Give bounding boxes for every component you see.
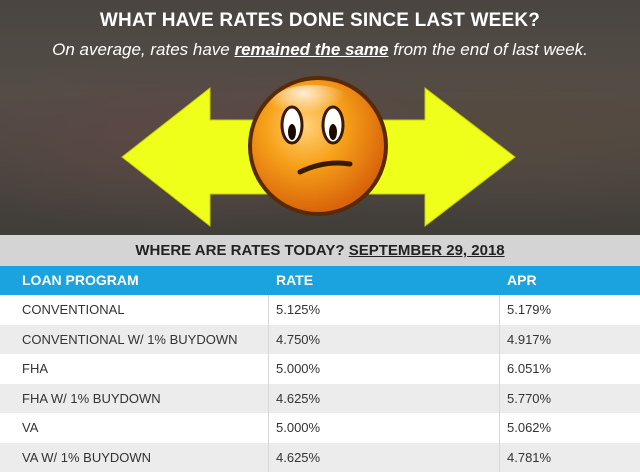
table-row: CONVENTIONAL 5.125% 5.179%: [0, 295, 640, 325]
loan-program-cell: FHA W/ 1% BUYDOWN: [22, 390, 161, 406]
column-divider: [499, 383, 500, 413]
column-divider: [268, 354, 269, 384]
rates-table: LOAN PROGRAM RATE APR CONVENTIONAL 5.125…: [0, 266, 640, 472]
column-divider: [499, 295, 500, 325]
apr-cell: 5.770%: [507, 390, 552, 406]
confused-face-emoji-icon: [248, 76, 388, 216]
apr-cell: 4.781%: [507, 449, 552, 465]
rate-cell: 4.625%: [276, 390, 321, 406]
table-row: VA 5.000% 5.062%: [0, 413, 640, 443]
column-divider: [499, 442, 500, 472]
rate-cell: 5.125%: [276, 302, 321, 317]
column-divider: [268, 295, 269, 325]
rates-date: SEPTEMBER 29, 2018: [348, 242, 505, 259]
column-divider: [499, 324, 500, 354]
column-divider: [499, 354, 500, 384]
headline: WHAT HAVE RATES DONE SINCE LAST WEEK?: [99, 10, 541, 31]
column-header-loan-program: LOAN PROGRAM: [22, 272, 139, 288]
rate-cell: 4.750%: [276, 331, 321, 347]
subheadline-highlight: remained the same: [234, 40, 389, 59]
table-row: FHA 5.000% 6.051%: [0, 354, 640, 384]
apr-cell: 5.179%: [507, 302, 552, 317]
apr-cell: 4.917%: [507, 331, 552, 347]
table-row: VA W/ 1% BUYDOWN 4.625% 4.781%: [0, 442, 640, 472]
hero-illustration: [121, 76, 516, 228]
table-row: FHA W/ 1% BUYDOWN 4.625% 5.770%: [0, 383, 640, 413]
loan-program-cell: VA: [22, 420, 39, 435]
apr-cell: 6.051%: [507, 361, 552, 376]
subheadline-text-after: from the end of last week.: [388, 40, 588, 59]
rate-cell: 4.625%: [276, 449, 321, 465]
column-divider: [268, 442, 269, 472]
column-divider: [268, 324, 269, 354]
rate-cell: 5.000%: [276, 361, 321, 376]
column-divider: [268, 413, 269, 443]
column-header-apr: APR: [507, 272, 537, 288]
rates-today-label: WHERE ARE RATES TODAY?: [135, 242, 349, 259]
subheadline: On average, rates have remained the same…: [0, 40, 640, 60]
loan-program-cell: CONVENTIONAL: [22, 302, 125, 317]
column-divider: [499, 413, 500, 443]
rates-today-banner: WHERE ARE RATES TODAY? SEPTEMBER 29, 201…: [0, 235, 640, 266]
loan-program-cell: VA W/ 1% BUYDOWN: [22, 449, 152, 465]
column-header-rate: RATE: [276, 272, 314, 288]
loan-program-cell: FHA: [22, 361, 48, 376]
hero-banner: WHAT HAVE RATES DONE SINCE LAST WEEK? On…: [0, 0, 640, 235]
subheadline-text-before: On average, rates have: [52, 40, 235, 59]
table-header-row: LOAN PROGRAM RATE APR: [0, 266, 640, 295]
rate-cell: 5.000%: [276, 420, 321, 435]
loan-program-cell: CONVENTIONAL W/ 1% BUYDOWN: [22, 331, 238, 347]
table-row: CONVENTIONAL W/ 1% BUYDOWN 4.750% 4.917%: [0, 324, 640, 354]
apr-cell: 5.062%: [507, 420, 552, 435]
column-divider: [268, 383, 269, 413]
